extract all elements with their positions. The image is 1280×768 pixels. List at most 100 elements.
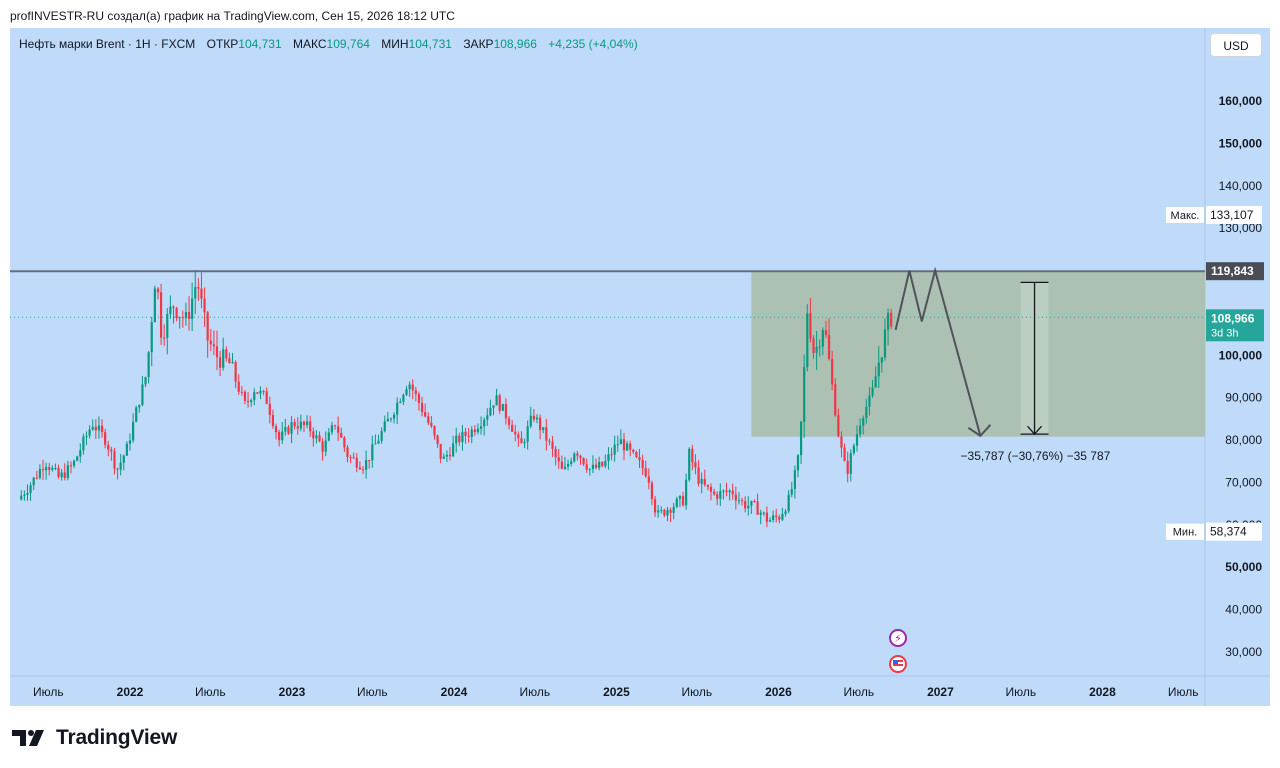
candle-body (396, 402, 399, 415)
candle (523, 438, 526, 449)
candle-body (498, 395, 501, 411)
lightning-bolt-icon[interactable]: ⚡ (889, 629, 907, 647)
candle (200, 272, 203, 309)
candle-body (153, 288, 156, 323)
candle (274, 423, 278, 440)
y-tick-label: 150,000 (1219, 136, 1263, 150)
candle (756, 493, 759, 516)
candle (566, 459, 570, 471)
candle-body (51, 467, 54, 470)
range-zone[interactable] (751, 271, 1205, 437)
us-flag-icon[interactable] (889, 655, 907, 673)
candle-body (290, 422, 293, 434)
candle (675, 496, 678, 509)
candle (824, 320, 828, 339)
candle-body (240, 391, 243, 393)
candle-body (69, 465, 73, 467)
candle-body (511, 424, 514, 432)
candle-body (150, 322, 153, 353)
candle-body (585, 464, 588, 470)
candle-body (194, 286, 197, 299)
candle-body (641, 460, 644, 469)
candle (153, 285, 156, 323)
candle-body (175, 308, 178, 319)
y-tick-label: 90,000 (1225, 391, 1262, 405)
candle-body (843, 447, 846, 461)
candle (573, 451, 576, 463)
candle (32, 476, 35, 491)
candle (588, 468, 591, 476)
candle (48, 462, 51, 476)
candle-body (271, 414, 275, 427)
candle (383, 415, 386, 433)
x-tick-label: 2025 (603, 685, 630, 699)
candle-body (287, 426, 290, 434)
price-scale[interactable] (1205, 28, 1270, 706)
candle-body (837, 415, 840, 437)
candle-body (122, 455, 125, 463)
candle-body (97, 425, 101, 431)
candle (709, 483, 713, 501)
candle-body (234, 362, 237, 382)
candle-body (169, 306, 172, 315)
candle (187, 296, 191, 331)
currency-button[interactable]: USD (1210, 33, 1262, 57)
candle (355, 453, 358, 473)
candle-body (877, 362, 880, 377)
x-tick-label: Июль (519, 685, 550, 699)
candle (408, 381, 411, 398)
candle (557, 448, 560, 469)
candle-body (560, 461, 563, 469)
candle-body (184, 312, 188, 319)
candle (433, 425, 436, 440)
candle (445, 450, 448, 463)
candle-body (461, 431, 464, 443)
current-price-value: 108,966 (1211, 311, 1255, 325)
candle-body (392, 414, 396, 419)
resistance-price-tag[interactable] (1206, 262, 1264, 281)
candle (218, 350, 222, 377)
tradingview-logo[interactable]: TradingView (12, 726, 177, 750)
candle (479, 416, 483, 435)
candle (483, 417, 486, 436)
price-chart-canvas[interactable]: −35,787 (−30,76%) −35 787 160,000 150,000 1… (10, 28, 1270, 706)
candle-body (517, 434, 520, 439)
legend-open-value: 104,731 (238, 37, 282, 51)
min-tag-label: Мин. (1173, 527, 1197, 539)
candle (846, 451, 849, 483)
candle (501, 403, 504, 412)
chart-area[interactable]: −35,787 (−30,76%) −35 787 160,000 150,000 1… (10, 28, 1270, 706)
candle-body (691, 448, 694, 463)
candle (694, 454, 697, 475)
candle (184, 302, 188, 326)
y-tick-label: 70,000 (1225, 475, 1262, 489)
candle-body (504, 403, 508, 419)
candle (700, 472, 703, 494)
candle (660, 506, 663, 514)
candle-body (352, 457, 355, 459)
projection-path[interactable] (894, 266, 982, 437)
candle-body (278, 432, 281, 441)
candle-body (862, 418, 865, 426)
candle (781, 507, 784, 522)
measure-arrowhead (1027, 425, 1043, 436)
legend-symbol[interactable]: Нефть марки Brent · 1Н · FXCM (19, 37, 196, 51)
candle-body (479, 426, 483, 429)
candle (663, 508, 666, 518)
candle (855, 425, 859, 452)
candle-body (759, 512, 762, 515)
candle (529, 406, 532, 429)
candle-body (604, 461, 607, 467)
candle-body (697, 467, 700, 484)
candle-body (29, 485, 32, 494)
current-price-tag[interactable] (1206, 309, 1264, 342)
candle (725, 482, 728, 497)
candle-body (501, 403, 504, 411)
candle-body (405, 389, 408, 395)
candle (91, 419, 94, 431)
candle (386, 411, 389, 422)
y-tick-label: 40,000 (1225, 603, 1262, 617)
candle (753, 499, 756, 503)
candle-body (132, 421, 135, 441)
candle (731, 483, 734, 500)
